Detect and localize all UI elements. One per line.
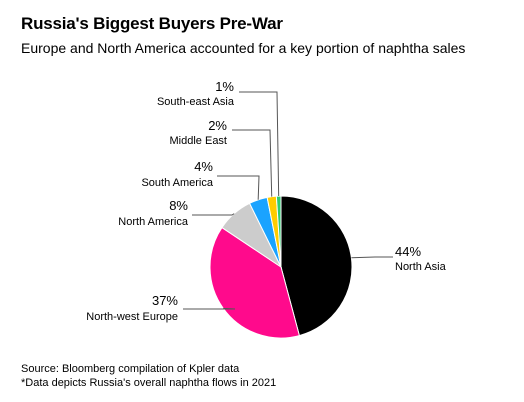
slice-category-label: South-east Asia — [157, 96, 235, 108]
leader-line — [192, 213, 235, 216]
slice-category-label: North-west Europe — [86, 311, 178, 323]
slice-value-label: 37% — [152, 293, 178, 308]
slice-category-label: South America — [141, 177, 213, 189]
slice-value-label: 44% — [395, 244, 421, 259]
slice-value-label: 1% — [215, 79, 234, 94]
leader-line — [217, 175, 260, 200]
slice-value-label: 4% — [194, 159, 213, 174]
leader-line — [232, 129, 273, 197]
slice-category-label: Middle East — [170, 135, 227, 147]
chart-footer: Source: Bloomberg compilation of Kpler d… — [21, 362, 276, 390]
slice-category-label: North America — [118, 216, 189, 228]
slice-value-label: 2% — [208, 118, 227, 133]
slice-value-label: 8% — [169, 198, 188, 213]
leader-line — [183, 307, 236, 310]
pie-chart: 44% North Asia 37% North-west Europe 8% North… — [86, 79, 447, 339]
leader-line — [351, 256, 393, 259]
source-note: Source: Bloomberg compilation of Kpler d… — [21, 363, 240, 375]
chart-title: Russia's Biggest Buyers Pre-War — [21, 14, 283, 33]
slice-category-label: North Asia — [395, 261, 447, 273]
data-note: *Data depicts Russia's overall naphtha f… — [21, 377, 277, 389]
leader-line — [239, 91, 280, 197]
chart-subtitle: Europe and North America accounted for a… — [21, 40, 466, 56]
